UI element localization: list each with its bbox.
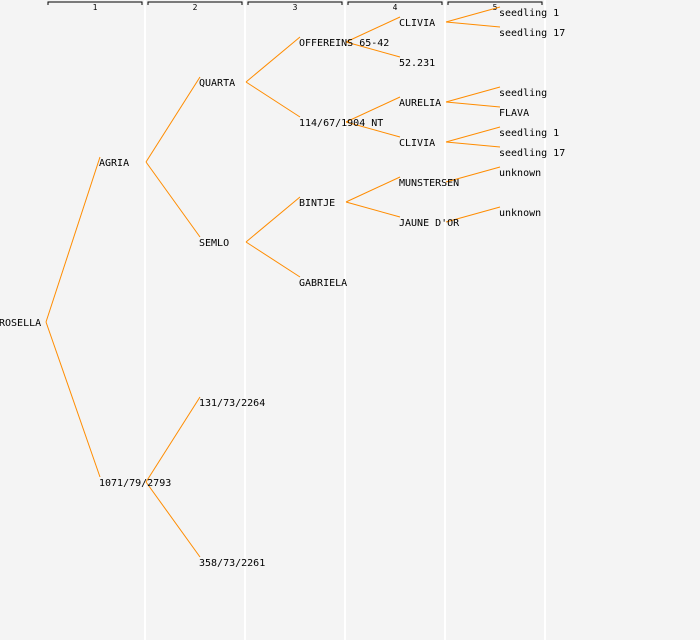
ancestor-label[interactable]: CLIVIA: [399, 138, 435, 149]
pedigree-edge: [445, 141, 501, 148]
pedigree-edges: [45, 6, 501, 558]
pedigree-edge: [145, 76, 201, 163]
generation-columns: [144, 0, 546, 640]
generation-bracket: [447, 1, 543, 5]
ancestor-label[interactable]: unknown: [499, 208, 541, 219]
pedigree-edge: [345, 121, 401, 138]
generation-number: 1: [93, 3, 98, 12]
pedigree-edge: [445, 206, 501, 223]
ancestor-label[interactable]: seedling 17: [499, 28, 565, 39]
ancestor-label[interactable]: AGRIA: [99, 158, 129, 169]
ancestor-label[interactable]: MUNSTERSEN: [399, 178, 459, 189]
generation-bracket: [47, 1, 143, 5]
pedigree-edge: [345, 16, 401, 43]
generation-number: 4: [393, 3, 398, 12]
pedigree-edge: [145, 396, 201, 483]
generation-header: 1 2 3 4 5: [47, 1, 543, 12]
pedigree-edge: [145, 161, 201, 238]
ancestor-label[interactable]: AURELIA: [399, 98, 441, 109]
pedigree-edge: [45, 321, 101, 478]
ancestor-label[interactable]: 1071/79/2793: [99, 478, 171, 489]
pedigree-edge: [245, 241, 301, 278]
ancestor-label[interactable]: seedling 1: [499, 128, 559, 139]
pedigree-labels: ROSELLA AGRIA 1071/79/2793 QUARTA SEMLO 131/7…: [0, 8, 565, 569]
ancestor-label[interactable]: CLIVIA: [399, 18, 435, 29]
root-variety-label[interactable]: ROSELLA: [0, 318, 41, 329]
generation-number: 2: [193, 3, 198, 12]
pedigree-edge: [345, 201, 401, 218]
pedigree-edge: [345, 176, 401, 203]
ancestor-label[interactable]: QUARTA: [199, 78, 235, 89]
ancestor-label[interactable]: FLAVA: [499, 108, 529, 119]
generation-number: 5: [493, 3, 498, 12]
pedigree-edge: [345, 41, 401, 58]
pedigree-edge: [445, 101, 501, 108]
generation-number: 3: [293, 3, 298, 12]
generation-bracket: [247, 1, 343, 5]
ancestor-label[interactable]: 358/73/2261: [199, 558, 265, 569]
generation-bracket: [147, 1, 243, 5]
ancestor-label[interactable]: 52.231: [399, 58, 435, 69]
ancestor-label[interactable]: BINTJE: [299, 198, 335, 209]
pedigree-edge: [245, 81, 301, 118]
ancestor-label[interactable]: GABRIELA: [299, 278, 347, 289]
pedigree-edge: [345, 96, 401, 123]
ancestor-label[interactable]: SEMLO: [199, 238, 229, 249]
pedigree-edge: [445, 126, 501, 143]
ancestor-label[interactable]: 114/67/1904 NT: [299, 118, 383, 129]
ancestor-label[interactable]: seedling: [499, 88, 547, 99]
ancestor-label[interactable]: seedling 1: [499, 8, 559, 19]
pedigree-edge: [245, 196, 301, 243]
ancestor-label[interactable]: JAUNE D'OR: [399, 218, 460, 229]
ancestor-label[interactable]: 131/73/2264: [199, 398, 265, 409]
pedigree-edge: [445, 21, 501, 28]
generation-bracket: [347, 1, 443, 5]
pedigree-edge: [245, 36, 301, 83]
ancestor-label[interactable]: seedling 17: [499, 148, 565, 159]
pedigree-edge: [445, 166, 501, 183]
pedigree-edge: [445, 86, 501, 103]
pedigree-edge: [145, 481, 201, 558]
ancestor-label[interactable]: OFFEREINS 65-42: [299, 38, 389, 49]
pedigree-edge: [445, 6, 501, 23]
pedigree-edge: [45, 156, 101, 323]
ancestor-label[interactable]: unknown: [499, 168, 541, 179]
